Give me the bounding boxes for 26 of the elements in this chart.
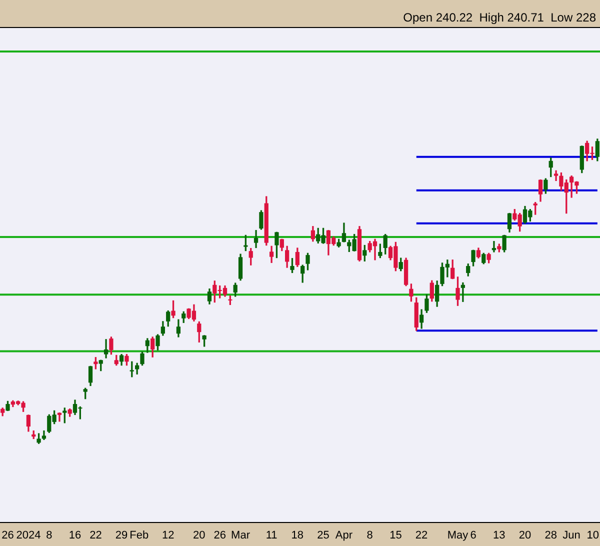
x-tick-label: 10 (586, 530, 600, 542)
x-tick-label: Feb (130, 530, 149, 542)
x-tick-label: 20 (193, 530, 206, 542)
x-tick-label: Jun (562, 530, 580, 542)
x-tick-label: 26 (214, 530, 226, 542)
x-tick-label: 8 (366, 530, 373, 542)
x-tick-label: 22 (415, 530, 428, 542)
x-tick-label: 12 (162, 530, 174, 542)
x-tick-label: 6 (470, 530, 476, 542)
x-tick-label: 11 (266, 530, 278, 542)
x-tick-label: 28 (544, 530, 557, 542)
x-tick-label: 25 (317, 530, 330, 542)
x-tick-label: 2024 (16, 530, 41, 542)
x-tick-label: Mar (231, 530, 250, 542)
x-tick-label: 13 (493, 530, 506, 542)
x-tick-label: 22 (90, 530, 102, 542)
text: Open 240.22 High 240.71 Low 228 (403, 10, 596, 24)
x-tick-label: 15 (390, 530, 402, 542)
x-tick-label: May (447, 530, 469, 542)
x-tick-label: 18 (291, 530, 304, 542)
x-tick-label: 26 (2, 530, 14, 542)
x-tick-label: 16 (68, 530, 82, 542)
x-tick-label: 29 (115, 530, 128, 542)
x-tick-label: 20 (518, 530, 532, 542)
x-tick-label: Apr (335, 530, 353, 542)
x-tick-label: 8 (46, 530, 52, 542)
